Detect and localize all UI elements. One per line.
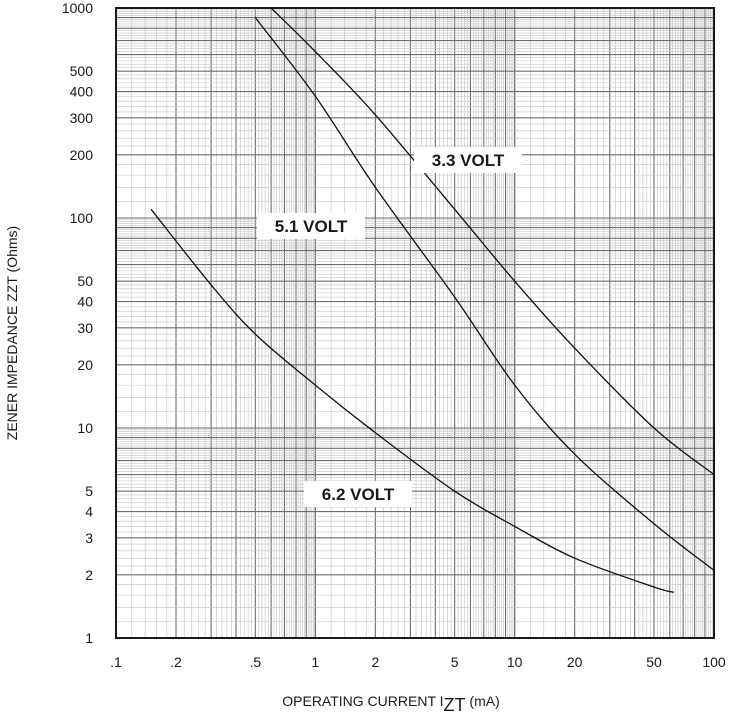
- curve-label-text: 3.3 VOLT: [432, 151, 505, 170]
- plot-frame: [115, 7, 715, 639]
- y-tick-label: 400: [70, 84, 94, 100]
- grid: [116, 8, 714, 638]
- x-tick-label: 2: [371, 654, 379, 670]
- curve-label-box: [257, 213, 365, 239]
- x-axis-title: OPERATING CURRENT IZT (mA): [282, 693, 500, 715]
- curve-label-6-2-volt: 6.2 VOLT: [304, 481, 412, 507]
- y-tick-label: 300: [70, 110, 94, 126]
- x-axis-ticks: .1 .2 .5 1 2 5 10 20 50 100: [110, 654, 726, 670]
- x-axis-title-main: OPERATING CURRENT I: [282, 693, 443, 709]
- x-tick-label: 1: [311, 654, 319, 670]
- y-tick-label: 500: [70, 63, 94, 79]
- x-tick-label: 20: [567, 654, 583, 670]
- y-tick-label: 30: [77, 320, 93, 336]
- curve-label-5-1-volt: 5.1 VOLT: [257, 213, 365, 239]
- series-line-3-3-volt: [270, 7, 715, 476]
- y-tick-label: 20: [77, 357, 93, 373]
- y-tick-label: 10: [77, 420, 93, 436]
- y-axis-title: ZENER IMPEDANCE ZZT (Ohms): [4, 226, 20, 440]
- y-axis-ticks: 1 2 3 4 5 10 20 30 40 50 100 200 300 400 500 1000: [62, 0, 93, 646]
- x-tick-label: .2: [170, 654, 182, 670]
- x-tick-label: 50: [646, 654, 662, 670]
- x-tick-label: 10: [507, 654, 523, 670]
- curve-label-box: [304, 481, 412, 507]
- y-tick-label: 3: [85, 530, 93, 546]
- x-tick-label: 100: [702, 654, 726, 670]
- y-tick-label: 1000: [62, 0, 93, 16]
- y-tick-label: 50: [77, 273, 93, 289]
- curve-label-3-3-volt: 3.3 VOLT: [414, 147, 522, 173]
- y-tick-label: 5: [85, 483, 93, 499]
- x-axis-title-sub: ZT: [444, 695, 466, 715]
- x-axis-title-unit: (mA): [466, 693, 500, 709]
- curve-label-text: 6.2 VOLT: [322, 485, 395, 504]
- y-tick-label: 2: [85, 567, 93, 583]
- y-tick-label: 40: [77, 294, 93, 310]
- x-tick-label: 5: [451, 654, 459, 670]
- y-tick-label: 100: [70, 210, 94, 226]
- x-tick-label: .5: [249, 654, 261, 670]
- series-line-5-1-volt: [254, 17, 715, 571]
- curves: [150, 7, 715, 593]
- y-tick-label: 4: [85, 504, 93, 520]
- curve-label-text: 5.1 VOLT: [275, 217, 348, 236]
- curve-label-box: [414, 147, 522, 173]
- x-tick-label: .1: [110, 654, 122, 670]
- y-tick-label: 1: [85, 630, 93, 646]
- y-tick-label: 200: [70, 147, 94, 163]
- curve-labels: 3.3 VOLT 5.1 VOLT 6.2 VOLT: [257, 147, 522, 507]
- series-line-6-2-volt: [150, 208, 675, 593]
